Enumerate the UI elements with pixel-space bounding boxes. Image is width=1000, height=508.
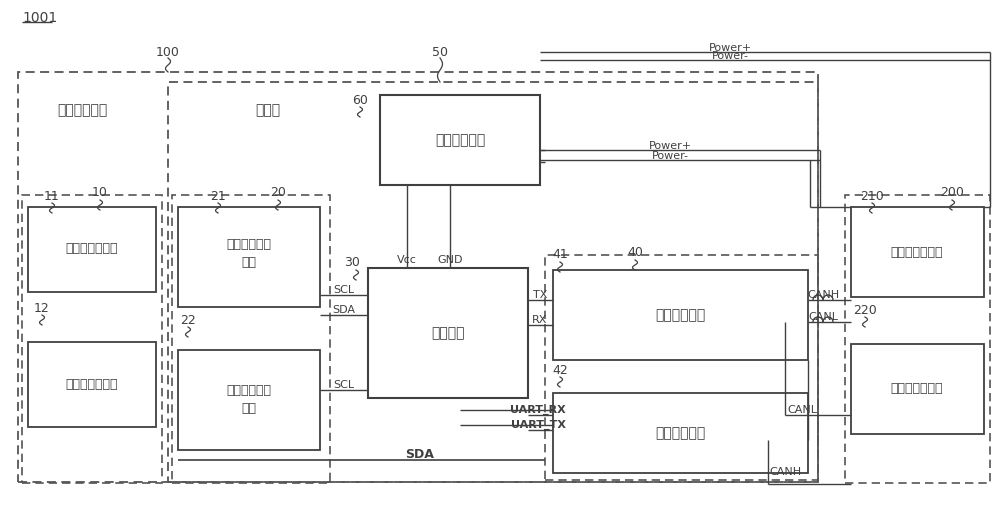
Bar xyxy=(28,207,156,292)
Text: 210: 210 xyxy=(860,189,884,203)
Bar xyxy=(28,342,156,427)
Text: SDA: SDA xyxy=(332,305,356,315)
Text: 第二油门操纵件: 第二油门操纵件 xyxy=(66,377,118,391)
Text: 42: 42 xyxy=(552,364,568,376)
Text: 100: 100 xyxy=(156,46,180,58)
Text: SDA: SDA xyxy=(406,449,434,461)
Text: 单元: 单元 xyxy=(242,401,256,415)
Bar xyxy=(380,95,540,185)
Text: CANL: CANL xyxy=(787,405,817,415)
Text: CANH: CANH xyxy=(807,290,839,300)
Bar xyxy=(18,72,818,482)
Text: 22: 22 xyxy=(180,313,196,327)
Text: 40: 40 xyxy=(627,246,643,260)
Text: 20: 20 xyxy=(270,186,286,200)
Text: 第一位置检测: 第一位置检测 xyxy=(226,238,272,251)
Text: 单元: 单元 xyxy=(242,257,256,270)
Text: 控制单元: 控制单元 xyxy=(431,326,465,340)
Bar xyxy=(553,393,808,473)
Text: 电源管理单元: 电源管理单元 xyxy=(435,133,485,147)
Text: GND: GND xyxy=(437,255,463,265)
Text: TX: TX xyxy=(533,290,547,300)
Text: 21: 21 xyxy=(210,189,226,203)
Bar xyxy=(553,270,808,360)
Text: SCL: SCL xyxy=(333,380,355,390)
Text: UART_TX: UART_TX xyxy=(511,420,566,430)
Bar xyxy=(851,207,984,297)
Text: Power+: Power+ xyxy=(648,141,692,151)
Text: 第一水域推进器: 第一水域推进器 xyxy=(891,245,943,259)
Bar xyxy=(845,195,990,483)
Bar xyxy=(172,195,330,483)
Text: CANL: CANL xyxy=(808,312,838,322)
Text: 油门控制组件: 油门控制组件 xyxy=(57,103,107,117)
Text: 第二水域推进器: 第二水域推进器 xyxy=(891,383,943,396)
Text: 10: 10 xyxy=(92,186,108,200)
Bar xyxy=(178,207,320,307)
Bar xyxy=(22,195,162,483)
Text: 1001: 1001 xyxy=(22,11,57,25)
Text: 第一通讯单元: 第一通讯单元 xyxy=(655,308,705,322)
Text: 12: 12 xyxy=(34,302,50,314)
Text: 30: 30 xyxy=(344,257,360,270)
Text: Power-: Power- xyxy=(652,151,688,161)
Bar xyxy=(545,255,818,480)
Text: UART_RX: UART_RX xyxy=(510,405,566,415)
Text: 60: 60 xyxy=(352,93,368,107)
Bar xyxy=(851,344,984,434)
Text: CANH: CANH xyxy=(769,467,801,477)
Text: 220: 220 xyxy=(853,303,877,316)
Text: 41: 41 xyxy=(552,248,568,262)
Text: Vcc: Vcc xyxy=(397,255,417,265)
Text: 电路板: 电路板 xyxy=(255,103,281,117)
Text: 第二位置检测: 第二位置检测 xyxy=(226,384,272,397)
Text: 50: 50 xyxy=(432,46,448,58)
Bar xyxy=(368,268,528,398)
Text: RX: RX xyxy=(532,315,548,325)
Text: Power-: Power- xyxy=(712,51,748,61)
Text: 200: 200 xyxy=(940,186,964,200)
Text: 第二通讯单元: 第二通讯单元 xyxy=(655,426,705,440)
Text: SCL: SCL xyxy=(333,285,355,295)
Text: 11: 11 xyxy=(44,189,60,203)
Bar xyxy=(168,82,818,482)
Text: Power+: Power+ xyxy=(708,43,752,53)
Text: 第一油门操纵件: 第一油门操纵件 xyxy=(66,242,118,256)
Bar xyxy=(178,350,320,450)
